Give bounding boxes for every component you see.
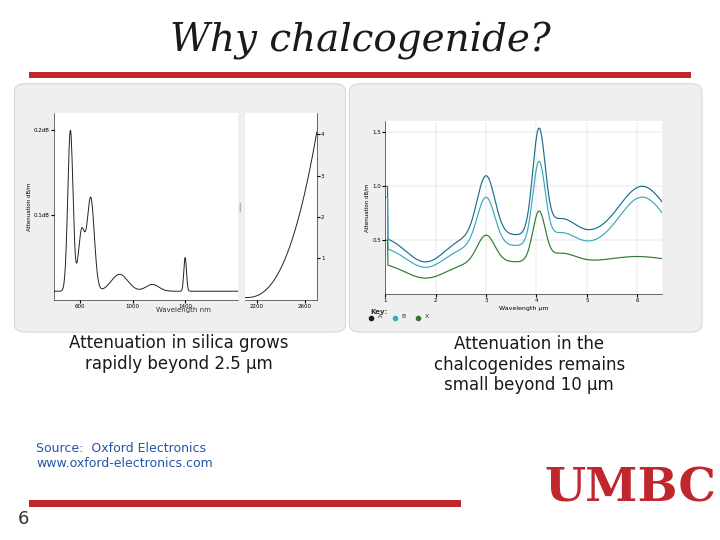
- Text: //: //: [235, 202, 243, 214]
- Text: Why chalcogenide?: Why chalcogenide?: [170, 22, 550, 59]
- Text: 6: 6: [18, 510, 30, 529]
- Text: Attenuation in the
chalcogenides remains
small beyond 10 μm: Attenuation in the chalcogenides remains…: [433, 335, 625, 394]
- Text: Wavelength nm: Wavelength nm: [156, 307, 211, 313]
- Text: Attenuation in silica grows
rapidly beyond 2.5 μm: Attenuation in silica grows rapidly beyo…: [69, 334, 288, 373]
- Bar: [29, 72, 691, 78]
- Y-axis label: Attenuation dB/m: Attenuation dB/m: [364, 184, 369, 232]
- Text: UMBC: UMBC: [544, 465, 716, 512]
- FancyBboxPatch shape: [349, 84, 702, 332]
- Bar: [29, 500, 461, 507]
- Text: X: X: [425, 314, 429, 320]
- Text: Source:  Oxford Electronics
www.oxford-electronics.com: Source: Oxford Electronics www.oxford-el…: [36, 442, 212, 470]
- Y-axis label: Attenuation dB/m: Attenuation dB/m: [26, 183, 31, 231]
- Text: A: A: [378, 314, 382, 320]
- Text: B: B: [402, 314, 406, 320]
- FancyBboxPatch shape: [14, 84, 346, 332]
- X-axis label: Wavelength μm: Wavelength μm: [499, 306, 549, 311]
- Text: Key:: Key:: [371, 309, 388, 315]
